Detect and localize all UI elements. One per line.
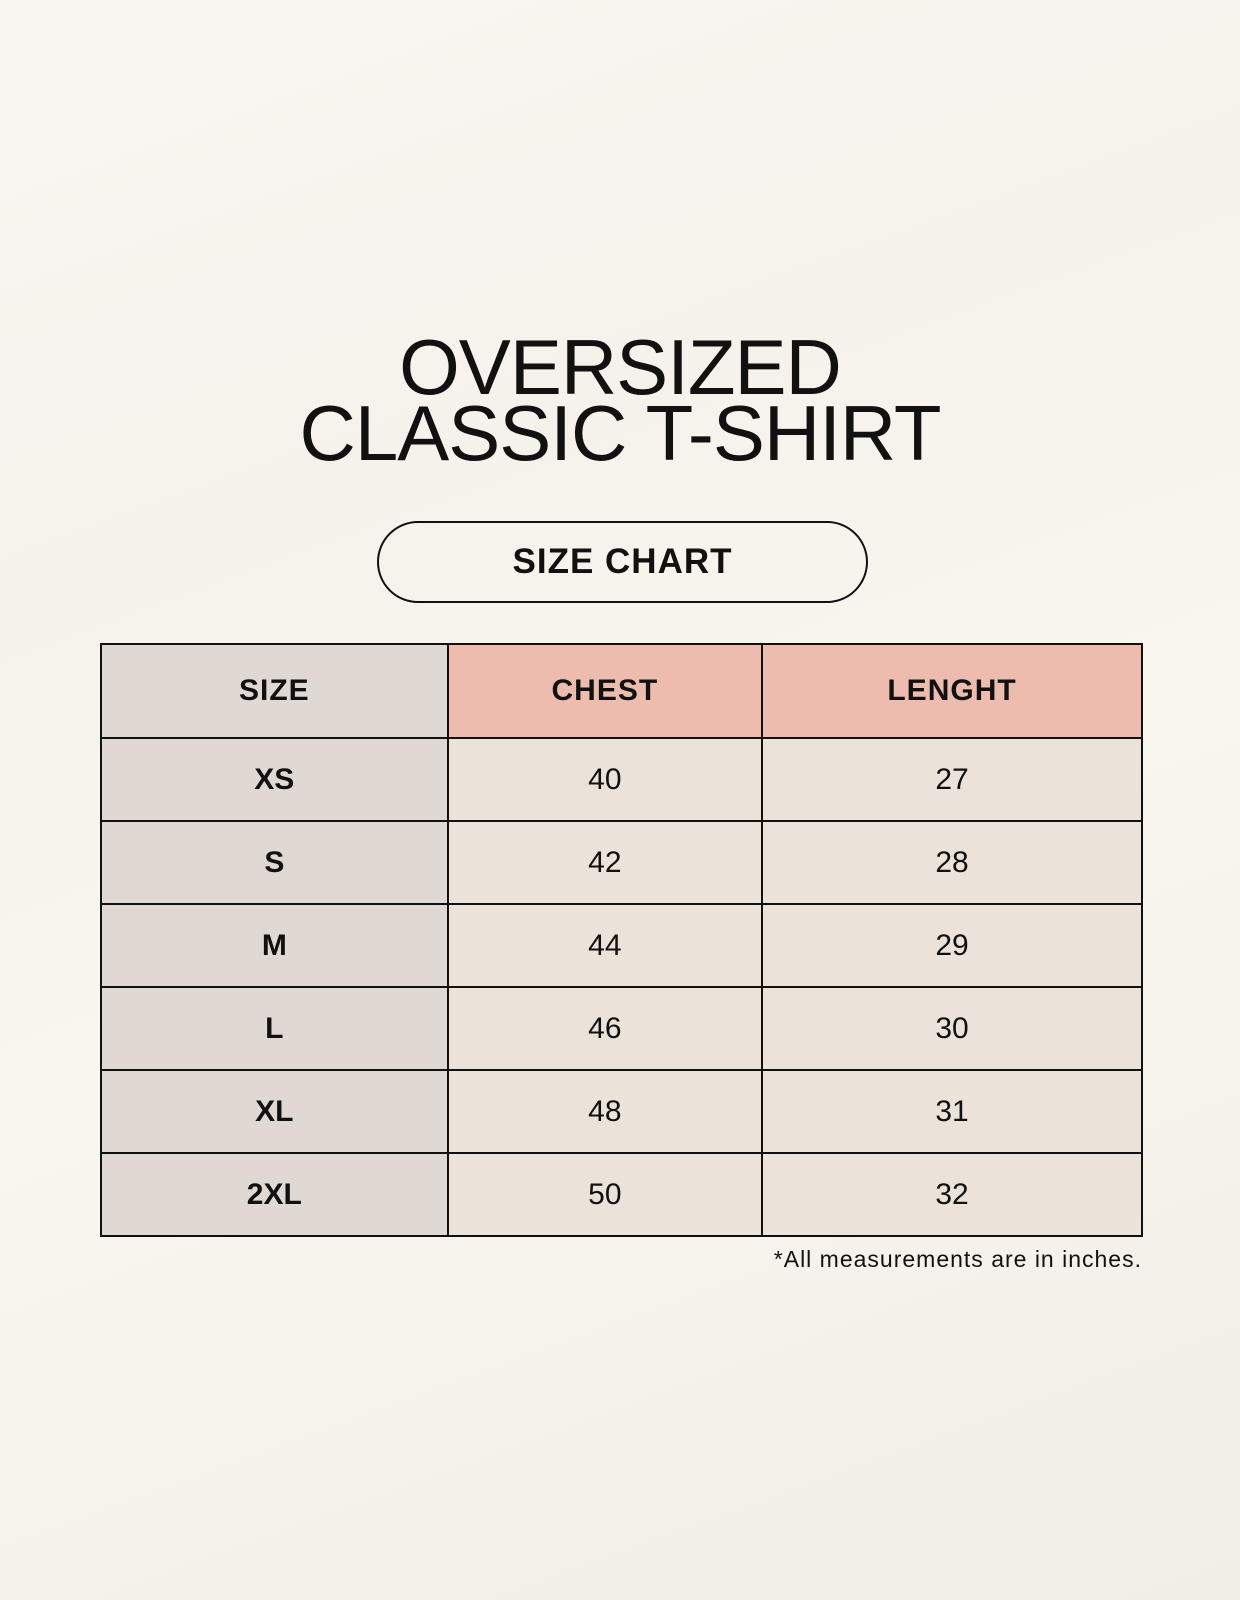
header-size: SIZE xyxy=(100,643,449,739)
cell-chest: 46 xyxy=(446,986,764,1071)
cell-chest: 40 xyxy=(446,737,764,822)
cell-size: S xyxy=(100,820,449,905)
header-chest: CHEST xyxy=(446,643,764,739)
cell-length: 27 xyxy=(761,737,1143,822)
cell-size: M xyxy=(100,903,449,988)
table-row: L 46 30 xyxy=(100,986,1143,1071)
table-row: 2XL 50 32 xyxy=(100,1152,1143,1237)
table-row: XS 40 27 xyxy=(100,737,1143,822)
cell-length: 28 xyxy=(761,820,1143,905)
size-table: SIZE CHEST LENGHT XS 40 27 S 42 28 M 44 29 L 46 30 X… xyxy=(100,643,1143,1237)
table-header-row: SIZE CHEST LENGHT xyxy=(100,643,1143,739)
cell-length: 29 xyxy=(761,903,1143,988)
cell-chest: 44 xyxy=(446,903,764,988)
table-row: S 42 28 xyxy=(100,820,1143,905)
cell-size: 2XL xyxy=(100,1152,449,1237)
cell-length: 32 xyxy=(761,1152,1143,1237)
cell-chest: 50 xyxy=(446,1152,764,1237)
cell-length: 31 xyxy=(761,1069,1143,1154)
page-title: OVERSIZED CLASSIC T-SHIRT xyxy=(0,323,1240,477)
title-line-1: OVERSIZED xyxy=(399,323,842,411)
table-row: XL 48 31 xyxy=(100,1069,1143,1154)
cell-size: XL xyxy=(100,1069,449,1154)
cell-chest: 48 xyxy=(446,1069,764,1154)
footnote: *All measurements are in inches. xyxy=(773,1246,1142,1272)
header-length: LENGHT xyxy=(761,643,1143,739)
cell-chest: 42 xyxy=(446,820,764,905)
title-line-2: CLASSIC T-SHIRT xyxy=(299,389,942,477)
size-chart-badge: SIZE CHART xyxy=(377,521,868,603)
cell-size: L xyxy=(100,986,449,1071)
cell-size: XS xyxy=(100,737,449,822)
cell-length: 30 xyxy=(761,986,1143,1071)
table-row: M 44 29 xyxy=(100,903,1143,988)
